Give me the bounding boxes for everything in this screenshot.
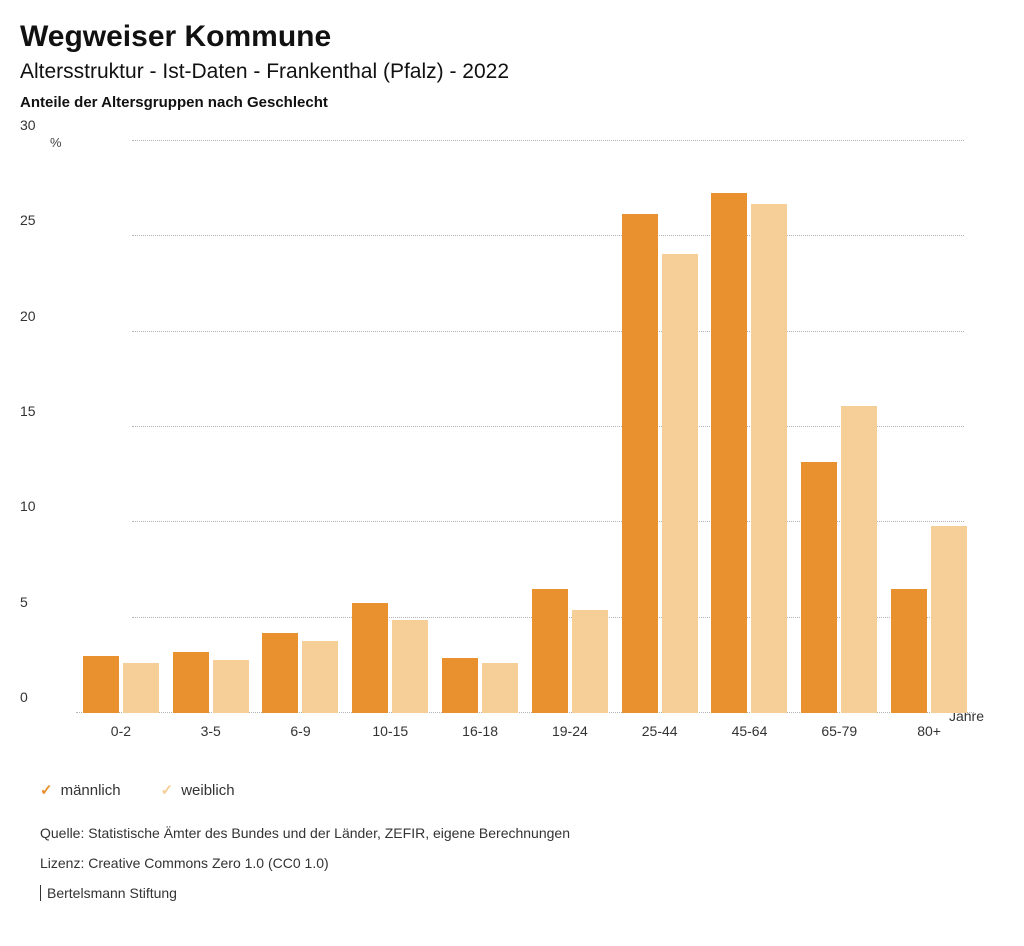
footer-license: Lizenz: Creative Commons Zero 1.0 (CC0 1… bbox=[40, 855, 1004, 871]
bar-female-0-2[interactable] bbox=[123, 663, 159, 713]
bar-female-10-15[interactable] bbox=[392, 620, 428, 713]
y-tick-15: 15 bbox=[20, 403, 60, 419]
x-tick-5: 19-24 bbox=[525, 723, 615, 739]
y-axis-labels: 0 5 10 15 20 25 30 bbox=[20, 141, 60, 713]
checkmark-icon-male: ✓ bbox=[40, 781, 53, 799]
x-tick-2: 6-9 bbox=[256, 723, 346, 739]
bar-male-25-44[interactable] bbox=[622, 214, 658, 713]
bar-female-65-79[interactable] bbox=[841, 406, 877, 713]
footer-block: Quelle: Statistische Ämter des Bundes un… bbox=[40, 825, 1004, 915]
bar-group-19-24 bbox=[525, 141, 615, 713]
footer-publisher: Bertelsmann Stiftung bbox=[40, 885, 177, 901]
y-tick-5: 5 bbox=[20, 594, 60, 610]
bar-group-45-64 bbox=[705, 141, 795, 713]
bar-male-80plus[interactable] bbox=[891, 589, 927, 713]
app-title: Wegweiser Kommune bbox=[20, 20, 1004, 54]
x-axis-labels: 0-2 3-5 6-9 10-15 16-18 19-24 25-44 45-6… bbox=[76, 723, 974, 739]
bar-group-16-18 bbox=[435, 141, 525, 713]
legend-item-female[interactable]: ✓ weiblich bbox=[161, 781, 235, 799]
bar-female-6-9[interactable] bbox=[302, 641, 338, 713]
x-tick-4: 16-18 bbox=[435, 723, 525, 739]
legend-block: ✓ männlich ✓ weiblich bbox=[40, 781, 1004, 799]
x-tick-7: 45-64 bbox=[705, 723, 795, 739]
legend-item-male[interactable]: ✓ männlich bbox=[40, 781, 121, 799]
footer-source: Quelle: Statistische Ämter des Bundes un… bbox=[40, 825, 1004, 841]
bar-male-0-2[interactable] bbox=[83, 656, 119, 713]
y-tick-20: 20 bbox=[20, 308, 60, 324]
bar-group-10-15 bbox=[345, 141, 435, 713]
x-tick-6: 25-44 bbox=[615, 723, 705, 739]
bar-female-3-5[interactable] bbox=[213, 660, 249, 713]
x-tick-9: 80+ bbox=[884, 723, 974, 739]
y-tick-0: 0 bbox=[20, 689, 60, 705]
chart-container: % 0 5 10 15 20 25 30 Jahre bbox=[20, 141, 1004, 741]
y-tick-30: 30 bbox=[20, 117, 60, 133]
bar-group-6-9 bbox=[256, 141, 346, 713]
report-subtitle: Altersstruktur - Ist-Daten - Frankenthal… bbox=[20, 60, 1004, 84]
x-tick-1: 3-5 bbox=[166, 723, 256, 739]
bar-male-45-64[interactable] bbox=[711, 193, 747, 713]
bar-group-3-5 bbox=[166, 141, 256, 713]
bar-female-25-44[interactable] bbox=[662, 254, 698, 713]
bar-groups bbox=[76, 141, 974, 713]
legend-label-male: männlich bbox=[61, 782, 121, 799]
bar-group-0-2 bbox=[76, 141, 166, 713]
checkmark-icon-female: ✓ bbox=[161, 781, 174, 799]
bar-group-25-44 bbox=[615, 141, 705, 713]
bar-female-80plus[interactable] bbox=[931, 526, 967, 713]
y-tick-25: 25 bbox=[20, 212, 60, 228]
y-tick-10: 10 bbox=[20, 498, 60, 514]
bar-group-65-79 bbox=[794, 141, 884, 713]
chart-caption: Anteile der Altersgruppen nach Geschlech… bbox=[20, 94, 1004, 111]
report-page: Wegweiser Kommune Altersstruktur - Ist-D… bbox=[0, 0, 1024, 946]
bar-male-6-9[interactable] bbox=[262, 633, 298, 713]
x-tick-3: 10-15 bbox=[345, 723, 435, 739]
bar-female-19-24[interactable] bbox=[572, 610, 608, 713]
bar-male-19-24[interactable] bbox=[532, 589, 568, 713]
bar-male-3-5[interactable] bbox=[173, 652, 209, 713]
legend-label-female: weiblich bbox=[181, 782, 234, 799]
bar-group-80plus bbox=[884, 141, 974, 713]
x-tick-0: 0-2 bbox=[76, 723, 166, 739]
x-tick-8: 65-79 bbox=[794, 723, 884, 739]
bar-male-65-79[interactable] bbox=[801, 462, 837, 713]
plot-area: Jahre bbox=[76, 141, 974, 713]
header-block: Wegweiser Kommune Altersstruktur - Ist-D… bbox=[20, 20, 1004, 111]
bar-female-45-64[interactable] bbox=[751, 204, 787, 713]
bar-female-16-18[interactable] bbox=[482, 663, 518, 713]
bar-male-16-18[interactable] bbox=[442, 658, 478, 713]
bar-male-10-15[interactable] bbox=[352, 603, 388, 713]
